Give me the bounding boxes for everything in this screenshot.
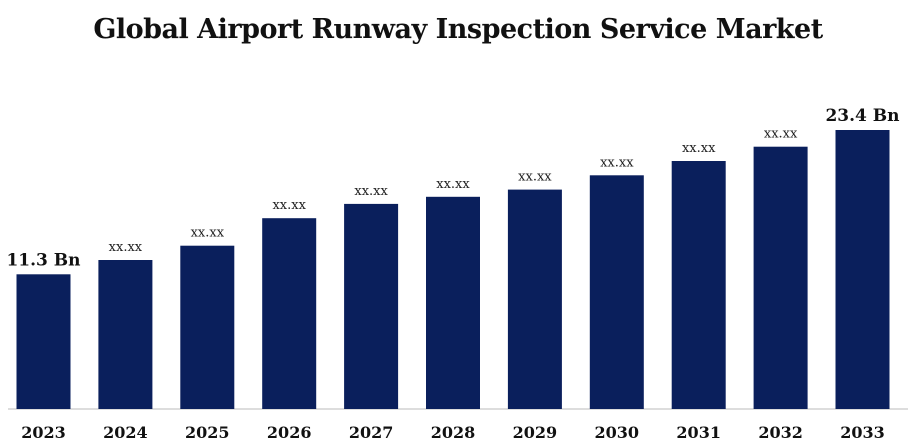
bar-2033	[835, 130, 890, 409]
bars-group	[16, 130, 890, 409]
x-tick-label-2030: 2030	[595, 423, 640, 442]
chart-title: Global Airport Runway Inspection Service…	[93, 14, 823, 45]
data-label-2023: 11.3 Bn	[6, 250, 80, 270]
bar-2029	[507, 189, 562, 409]
x-tick-label-2026: 2026	[267, 423, 312, 442]
x-tick-label-2029: 2029	[513, 423, 558, 442]
data-label-2032: xx.xx	[764, 127, 798, 142]
data-label-2024: xx.xx	[109, 240, 143, 255]
x-tick-label-2032: 2032	[758, 423, 803, 442]
x-tick-label-2027: 2027	[349, 423, 394, 442]
bar-2024	[98, 260, 153, 409]
bar-2030	[589, 175, 644, 409]
x-tick-labels-group: 2023 2024 2025 2026 2027 2028 2029 2030 2031 2032…	[21, 423, 885, 442]
x-tick-label-2028: 2028	[431, 423, 476, 442]
data-labels-group: 11.3 Bn xx.xx xx.xx xx.xx xx.xx xx.xx xx.xx xx.…	[6, 106, 899, 270]
x-tick-label-2033: 2033	[840, 423, 885, 442]
bar-2031	[671, 161, 726, 409]
data-label-2033: 23.4 Bn	[825, 106, 899, 126]
data-label-2030: xx.xx	[600, 155, 634, 170]
data-label-2029: xx.xx	[518, 170, 552, 185]
data-label-2026: xx.xx	[272, 198, 306, 213]
bar-2027	[344, 203, 399, 409]
data-label-2027: xx.xx	[354, 184, 388, 199]
data-label-2031: xx.xx	[682, 141, 716, 156]
x-tick-label-2024: 2024	[103, 423, 148, 442]
x-tick-label-2031: 2031	[676, 423, 721, 442]
bar-2026	[262, 218, 317, 409]
x-tick-label-2025: 2025	[185, 423, 230, 442]
bar-2025	[180, 245, 235, 409]
bar-2032	[753, 146, 808, 409]
x-tick-label-2023: 2023	[21, 423, 66, 442]
bar-2023	[16, 274, 71, 409]
data-label-2028: xx.xx	[436, 177, 470, 192]
data-label-2025: xx.xx	[191, 226, 225, 241]
bar-2028	[426, 196, 480, 409]
